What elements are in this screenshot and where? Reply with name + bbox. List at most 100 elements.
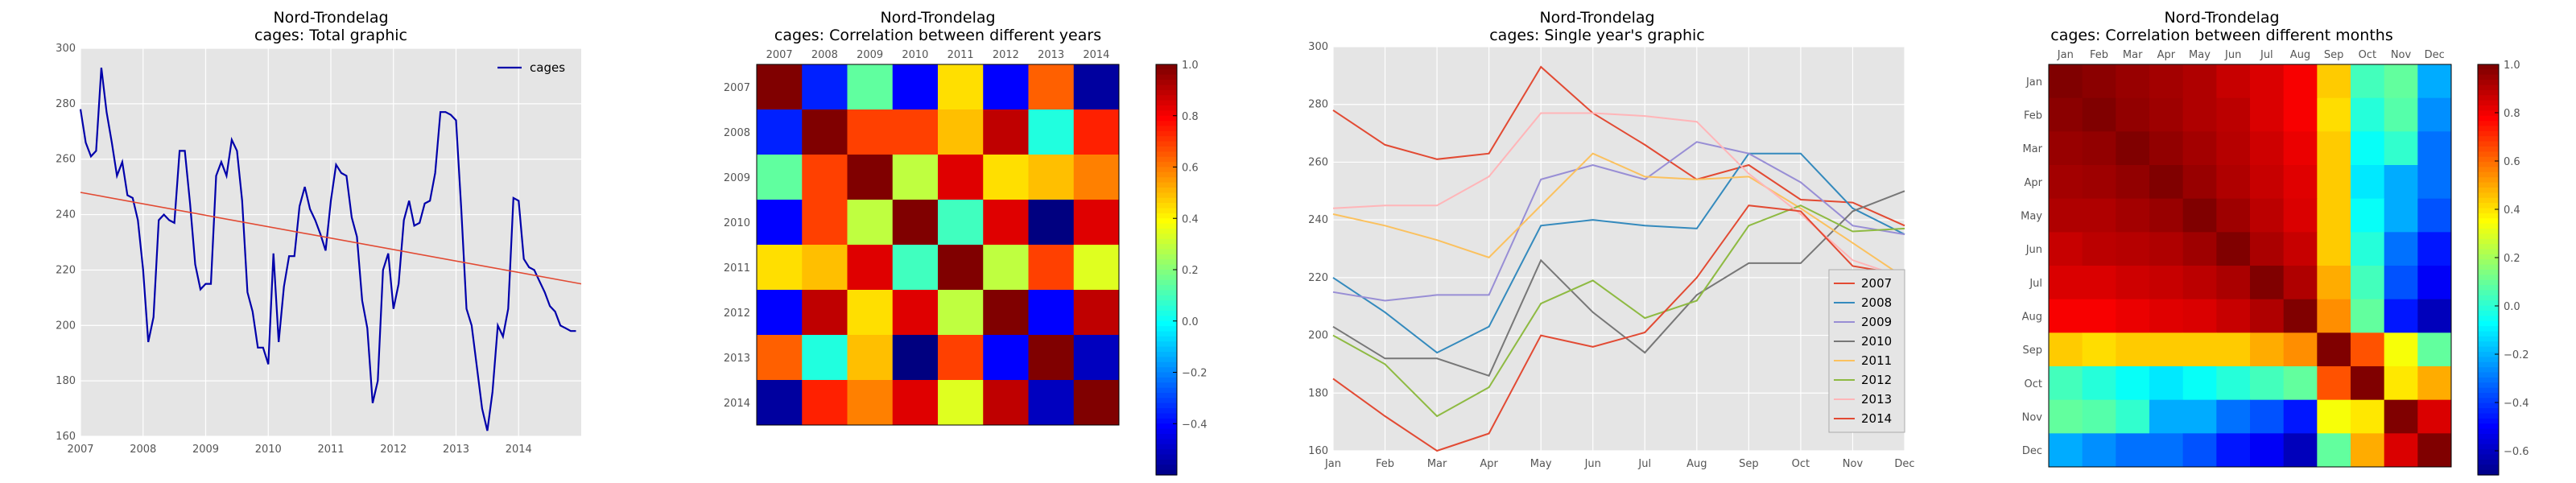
chart-title: Nord-Trondelag	[2164, 9, 2279, 27]
colorbar-segment	[1156, 316, 1177, 322]
heatmap-cell	[892, 200, 939, 246]
series-line-2011	[1332, 152, 1905, 279]
colorbar-segment	[1156, 408, 1177, 415]
x-tick-label: Apr	[1480, 458, 1498, 470]
heatmap-cell	[1028, 155, 1075, 200]
y-tick-label: Sep	[2022, 345, 2042, 357]
heatmap-cell	[2417, 299, 2452, 333]
heatmap-cell	[802, 335, 848, 381]
heatmap-cell	[1028, 290, 1075, 336]
heatmap-cell	[1028, 245, 1075, 291]
y-tick-label: 280	[56, 98, 76, 110]
heatmap-cell	[2082, 97, 2116, 132]
heatmap-cell	[2149, 165, 2184, 200]
heatmap-cell	[2283, 232, 2318, 266]
heatmap-cell	[2317, 366, 2351, 401]
colorbar-segment	[2478, 316, 2499, 322]
heatmap-cell	[2417, 332, 2452, 367]
heatmap-cell	[2417, 165, 2452, 200]
chart-title: Nord-Trondelag	[880, 9, 995, 27]
colorbar-segment	[1156, 444, 1177, 450]
y-tick-label: 260	[1308, 156, 1328, 168]
heatmap-cell	[983, 155, 1029, 200]
colorbar-segment	[2478, 300, 2499, 307]
colorbar-segment	[1156, 115, 1177, 122]
colorbar-tick-label: −0.2	[2504, 349, 2529, 361]
colorbar-segment	[1156, 320, 1177, 327]
heatmap-cell	[847, 109, 894, 155]
colorbar-segment	[2478, 367, 2499, 374]
chart-year-correlation: Nord-Trondelag cages: Correlation betwee…	[644, 0, 1288, 483]
colorbar-segment	[2478, 177, 2499, 184]
x-tick-label: Nov	[1843, 458, 1864, 470]
colorbar-segment	[2478, 171, 2499, 178]
heatmap-cell	[802, 200, 848, 246]
heatmap-cell	[2216, 198, 2251, 233]
colorbar-segment	[2478, 95, 2499, 101]
heatmap-cell	[2417, 366, 2452, 401]
colorbar-segment	[2478, 223, 2499, 229]
colorbar-segment	[2478, 218, 2499, 225]
colorbar-segment	[2478, 398, 2499, 404]
y-tick-label: 300	[1308, 41, 1328, 53]
colorbar-segment	[1156, 300, 1177, 307]
colorbar-segment	[1156, 162, 1177, 168]
heatmap-cell	[2116, 165, 2150, 200]
heatmap-cell	[1073, 335, 1120, 381]
heatmap-cell	[802, 290, 848, 336]
heatmap-cell	[1028, 109, 1075, 155]
chart-title: Nord-Trondelag	[273, 9, 388, 27]
colorbar-segment	[1156, 382, 1177, 389]
trend-line	[80, 192, 582, 285]
heatmap-cell	[2216, 266, 2251, 300]
heatmap-cell	[938, 245, 984, 291]
colorbar-segment	[2478, 413, 2499, 419]
heatmap-cell	[2351, 433, 2385, 468]
heatmap-cell	[2417, 131, 2452, 166]
heatmap-cell	[983, 109, 1029, 155]
colorbar-segment	[2478, 233, 2499, 240]
colorbar-segment	[2478, 192, 2499, 199]
colorbar-segment	[1156, 331, 1177, 337]
y-tick-label: 2007	[724, 82, 750, 94]
colorbar-segment	[1156, 130, 1177, 137]
colorbar-segment	[2478, 162, 2499, 168]
heatmap-cell	[2182, 266, 2217, 300]
x-tick-label: 2011	[317, 444, 344, 456]
colorbar-segment	[1156, 393, 1177, 398]
colorbar-segment	[1156, 156, 1177, 163]
heatmap-cell	[2283, 131, 2318, 166]
heatmap-cell	[2351, 198, 2385, 233]
heatmap-cell	[2317, 97, 2351, 132]
colorbar-segment	[1156, 203, 1177, 209]
colorbar-segment	[2478, 305, 2499, 312]
heatmap-cell	[2049, 64, 2083, 99]
x-tick-label: Oct	[1792, 458, 1810, 470]
colorbar-segment	[1156, 270, 1177, 275]
heatmap-cell	[2182, 97, 2217, 132]
x-tick-label: May	[1530, 458, 1552, 470]
colorbar-segment	[2478, 74, 2499, 80]
colorbar-segment	[2478, 454, 2499, 460]
x-tick-label: Jan	[2057, 49, 2074, 61]
heatmap-cell	[847, 200, 894, 246]
colorbar-segment	[1156, 346, 1177, 353]
heatmap-cell	[2317, 433, 2351, 468]
heatmap-cell	[2116, 131, 2150, 166]
colorbar-segment	[1156, 341, 1177, 348]
x-tick-label: 2010	[255, 444, 282, 456]
heatmap-cell	[2317, 232, 2351, 266]
colorbar-segment	[2478, 110, 2499, 117]
colorbar-segment	[1156, 275, 1177, 281]
colorbar-segment	[1156, 311, 1177, 316]
heatmap-cell	[2417, 433, 2452, 468]
colorbar-segment	[2478, 428, 2499, 435]
colorbar-segment	[2478, 136, 2499, 142]
colorbar-segment	[1156, 229, 1177, 234]
heatmap-cell	[2417, 64, 2452, 99]
y-tick-label: 2008	[724, 127, 750, 139]
heatmap-cell	[2049, 232, 2083, 266]
heatmap-cell	[802, 155, 848, 200]
heatmap-cell	[2149, 299, 2184, 333]
colorbar-tick-label: −0.4	[1182, 419, 1208, 431]
